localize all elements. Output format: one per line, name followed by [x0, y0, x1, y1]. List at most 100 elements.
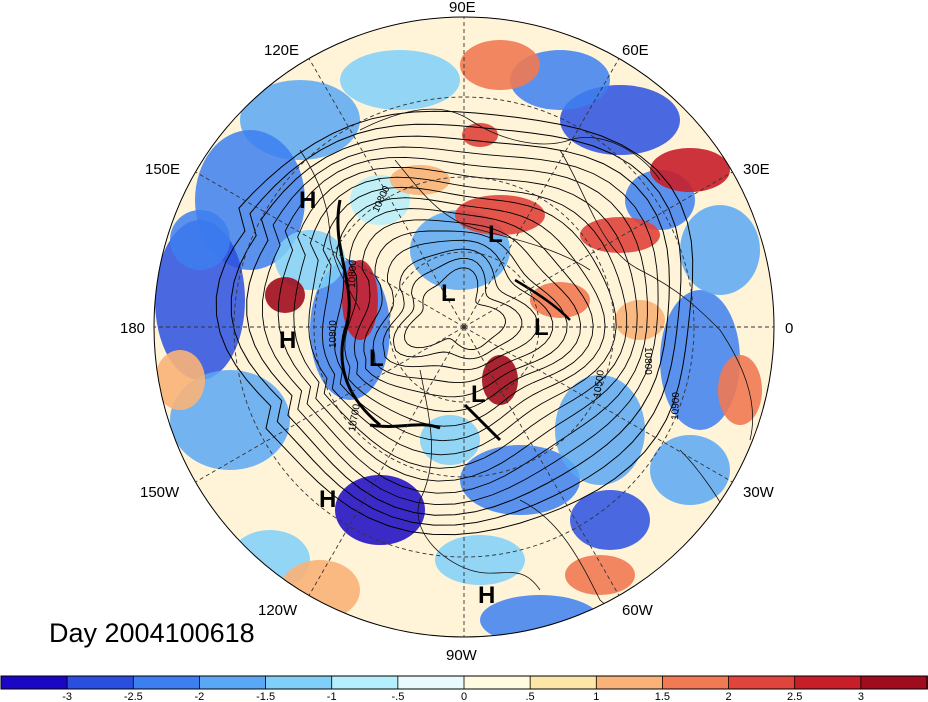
coastline	[394, 159, 591, 271]
height-contour	[404, 267, 506, 351]
meridian-line	[195, 171, 465, 328]
negative-anomaly	[680, 205, 760, 295]
height-contour	[261, 146, 659, 506]
colorbar-cell	[397, 675, 465, 690]
low-pressure-marker: L	[441, 280, 456, 307]
height-contour	[215, 110, 694, 536]
meridian-line	[308, 326, 465, 596]
positive-anomaly	[580, 217, 660, 253]
colorbar-tick-label: 2.5	[787, 691, 802, 702]
colorbar-tick-label: -2	[195, 691, 205, 702]
high-pressure-marker: H	[478, 582, 495, 609]
meridian-line	[463, 58, 620, 328]
contour-label: 10800	[347, 259, 359, 288]
lon-label-120e: 120E	[264, 42, 299, 59]
colorbar-tick-label: 1	[593, 691, 599, 702]
negative-anomaly	[555, 375, 645, 485]
colorbar-cell	[794, 675, 862, 690]
colorbar-cell	[728, 675, 796, 690]
colorbar-cell	[132, 675, 201, 690]
height-contour	[308, 176, 628, 469]
lon-label-120w: 120W	[258, 602, 298, 619]
lon-label-90e: 90E	[449, 0, 476, 16]
positive-anomaly	[342, 260, 378, 340]
contour-label: 10900	[670, 391, 682, 420]
jet-contour	[514, 278, 571, 321]
colorbar-tick-label: 0	[461, 691, 467, 702]
colorbar-tick-label: 2	[726, 691, 732, 702]
meridian-line	[463, 171, 733, 328]
coastline	[359, 108, 661, 181]
high-pressure-marker: H	[319, 486, 336, 513]
height-contour	[344, 208, 594, 427]
colorbar-tick-label: 1.5	[655, 691, 670, 702]
lon-label-0: 0	[785, 320, 793, 337]
jet-contour	[369, 423, 441, 430]
low-pressure-marker: L	[369, 345, 384, 372]
colorbar-tick-label: -1.5	[256, 691, 275, 702]
positive-anomaly	[650, 148, 730, 192]
low-pressure-marker: L	[471, 381, 486, 408]
lon-label-150w: 150W	[140, 484, 180, 501]
colorbar-cell	[860, 675, 928, 690]
positive-anomaly	[462, 123, 498, 147]
height-contour	[363, 230, 568, 398]
coastline	[299, 149, 361, 311]
latitude-circle	[388, 251, 540, 403]
jet-contour	[463, 403, 502, 442]
lon-label-90w: 90W	[446, 647, 478, 664]
height-contour	[372, 239, 554, 384]
lon-label-30e: 30E	[743, 161, 770, 178]
colorbar-cells	[0, 675, 928, 690]
height-contour	[392, 257, 523, 360]
high-pressure-marker: H	[279, 327, 296, 354]
positive-anomaly	[460, 40, 540, 90]
positive-anomaly	[718, 355, 762, 425]
colorbar-cell	[331, 675, 399, 690]
coastline	[559, 149, 754, 441]
height-contour	[333, 197, 606, 442]
meridian-line	[463, 326, 620, 596]
high-pressure-marker: H	[299, 187, 316, 214]
colorbar-cell	[529, 675, 598, 690]
colorbar-cell	[662, 675, 730, 690]
negative-anomaly	[335, 475, 425, 545]
height-contour	[246, 135, 670, 516]
contour-label: 10800	[642, 347, 653, 375]
height-contour	[382, 248, 539, 371]
height-contour	[353, 219, 582, 412]
contour-label: 10700	[347, 403, 363, 433]
positive-anomaly	[155, 350, 205, 410]
jet-contour	[336, 199, 381, 427]
contour-label: 10500	[592, 369, 607, 399]
colorbar-tick-label: -2.5	[124, 691, 143, 702]
negative-anomaly	[340, 50, 460, 110]
meridian-line	[195, 326, 465, 483]
lon-label-60w: 60W	[622, 602, 654, 619]
height-contour	[321, 186, 617, 456]
colorbar-ticks: -3 -2.5 -2 -1.5 -1 -.5 0 .5 1 1.5 2 2.5 3	[62, 691, 864, 702]
colorbar-tick-label: 3	[858, 691, 864, 702]
low-pressure-marker: L	[534, 314, 549, 341]
colorbar-cell	[199, 675, 267, 690]
negative-anomaly	[570, 490, 650, 550]
positive-anomaly	[530, 282, 590, 318]
colorbar-cell	[265, 675, 333, 690]
lon-label-60e: 60E	[622, 42, 649, 59]
geopotential-contours	[215, 110, 694, 536]
colorbar-tick-label: -.5	[391, 691, 404, 702]
negative-anomaly	[275, 230, 345, 290]
lon-label-180: 180	[120, 320, 145, 337]
colorbar-cell	[595, 675, 664, 690]
date-label: Day 2004100618	[49, 618, 255, 648]
negative-anomaly	[170, 210, 230, 270]
colorbar-tick-label: -1	[327, 691, 337, 702]
positive-anomaly	[615, 300, 665, 340]
meridian-line	[308, 58, 465, 328]
colorbar-cell	[463, 675, 532, 690]
lon-label-30w: 30W	[743, 484, 775, 501]
height-contour	[293, 166, 638, 482]
colorbar-tick-label: .5	[526, 691, 535, 702]
